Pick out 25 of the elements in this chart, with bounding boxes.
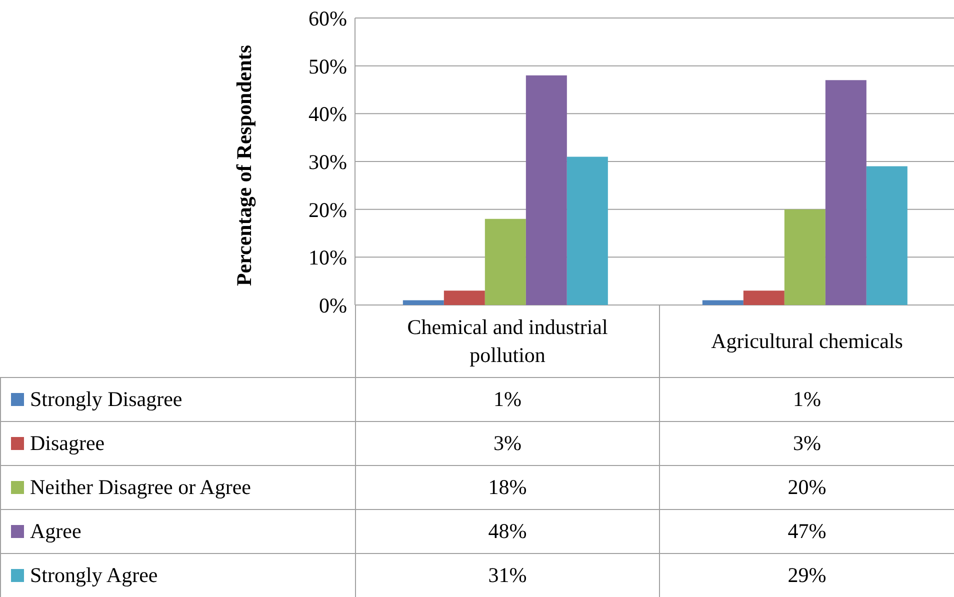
legend-label: Strongly Agree xyxy=(0,554,356,597)
y-tick-label: 10% xyxy=(308,246,347,270)
data-label: 18% xyxy=(356,466,660,510)
data-label: 3% xyxy=(660,422,954,466)
data-label: 47% xyxy=(660,510,954,554)
data-label: 31% xyxy=(356,554,660,597)
y-tick-label: 50% xyxy=(308,54,347,78)
data-label: 1% xyxy=(356,378,660,422)
data-label: 20% xyxy=(660,466,954,510)
legend-label: Disagree xyxy=(0,422,356,466)
data-label: 1% xyxy=(660,378,954,422)
y-tick-label: 0% xyxy=(319,293,347,318)
y-tick-label: 40% xyxy=(308,102,347,126)
data-label: 48% xyxy=(356,510,660,554)
data-label: 29% xyxy=(660,554,954,597)
legend-label: Strongly Disagree xyxy=(0,378,356,422)
y-tick-label: 20% xyxy=(308,198,347,222)
y-tick-label: 60% xyxy=(308,6,347,30)
x-tick-label: Agricultural chemicals xyxy=(660,305,954,378)
data-label: 3% xyxy=(356,422,660,466)
legend-label: Neither Disagree or Agree xyxy=(0,466,356,510)
x-tick-label: Chemical and industrial pollution xyxy=(356,305,660,378)
y-axis-title: Percentage of Respondents xyxy=(232,44,258,286)
legend-label: Agree xyxy=(0,510,356,554)
y-tick-label: 30% xyxy=(308,150,347,174)
